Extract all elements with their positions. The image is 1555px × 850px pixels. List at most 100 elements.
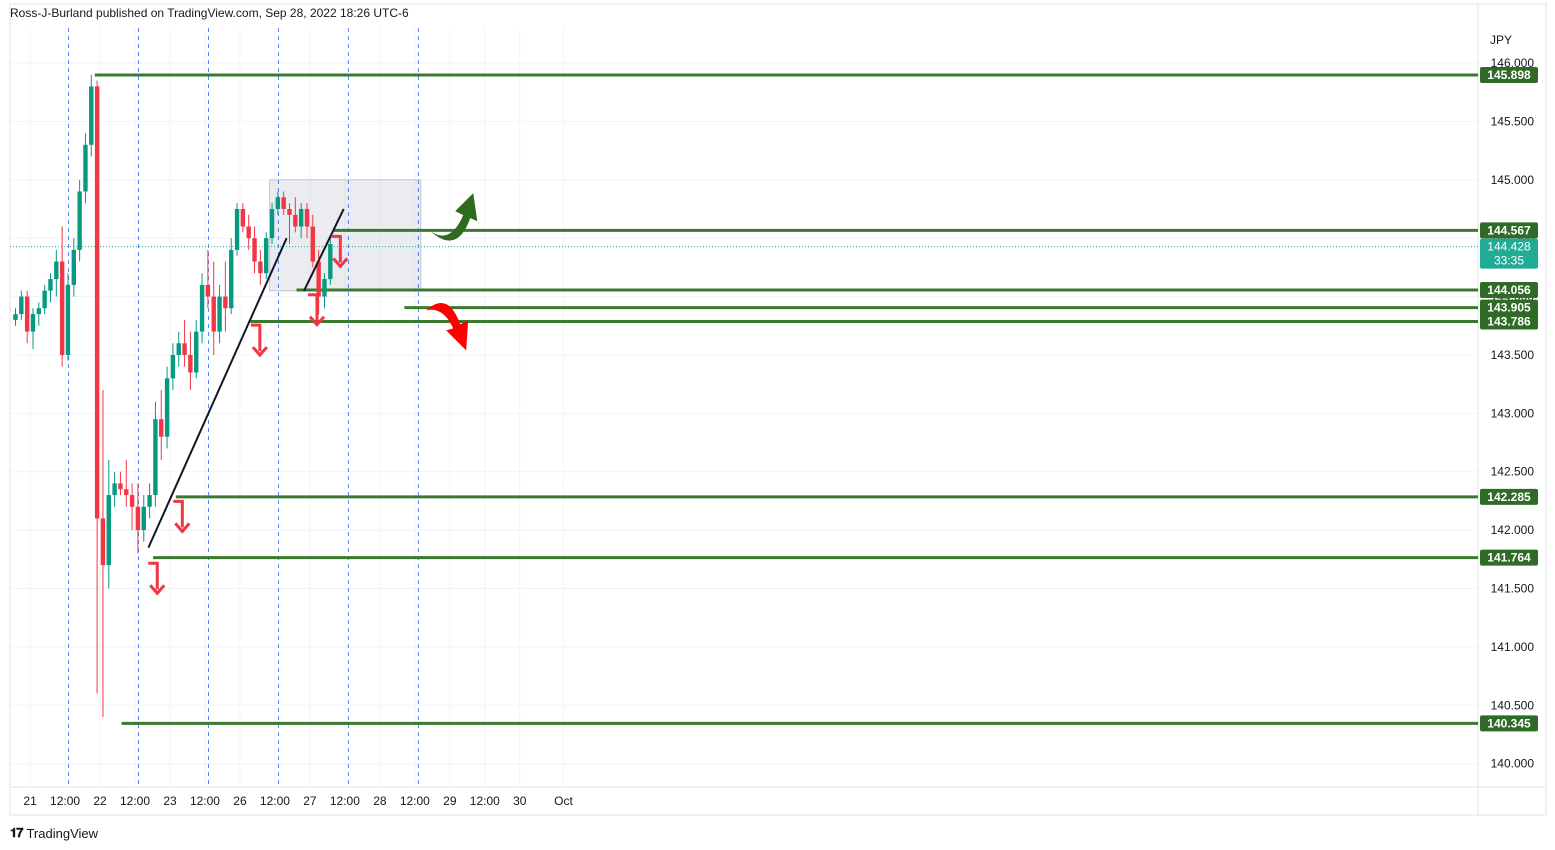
time-tick-label: 29 bbox=[443, 794, 457, 808]
candle-body bbox=[48, 279, 53, 291]
break-arrow-shaft bbox=[250, 323, 262, 352]
candle-body bbox=[246, 226, 251, 239]
candle-body bbox=[19, 296, 24, 315]
break-arrow-head bbox=[174, 522, 191, 534]
session-lines-layer bbox=[68, 28, 419, 787]
time-tick-label: 22 bbox=[93, 794, 107, 808]
candle-body bbox=[234, 208, 240, 250]
candle-body bbox=[118, 483, 123, 490]
time-tick-label: 12:00 bbox=[120, 794, 150, 808]
level-label: 143.786 bbox=[1487, 315, 1531, 329]
level-label: 145.898 bbox=[1487, 68, 1531, 82]
candle-body bbox=[83, 144, 88, 192]
candle-body bbox=[54, 261, 59, 280]
candle-body bbox=[13, 314, 18, 320]
break-arrow-head bbox=[251, 346, 268, 358]
candle-body bbox=[252, 238, 257, 262]
levels-layer bbox=[10, 73, 1478, 725]
break-down-arrow-icon bbox=[173, 499, 191, 534]
candle-body bbox=[240, 208, 246, 227]
candle-body bbox=[89, 86, 94, 145]
time-tick-label: 27 bbox=[303, 794, 317, 808]
range-box-layer bbox=[269, 179, 422, 292]
candle-body bbox=[170, 354, 176, 379]
candle-body bbox=[30, 314, 36, 332]
candle-body bbox=[304, 208, 310, 227]
level-label-badge bbox=[1480, 282, 1538, 299]
time-tick-label: 21 bbox=[23, 794, 37, 808]
candle-body bbox=[328, 244, 333, 280]
candle-body bbox=[106, 495, 111, 566]
time-tick-label: 12:00 bbox=[50, 794, 80, 808]
publisher-header: Ross-J-Burland published on TradingView.… bbox=[10, 6, 409, 20]
price-tick-label: 140.500 bbox=[1491, 698, 1535, 712]
price-tick-label: 141.000 bbox=[1491, 640, 1535, 654]
curved-arrow-up-icon bbox=[430, 193, 478, 241]
time-tick-label: 30 bbox=[513, 794, 527, 808]
candle-body bbox=[293, 214, 298, 227]
candle-body bbox=[147, 495, 152, 507]
trendlines-layer bbox=[147, 208, 345, 549]
break-arrow-shaft bbox=[173, 499, 184, 528]
level-label: 143.905 bbox=[1487, 301, 1531, 315]
time-tick-label: 12:00 bbox=[470, 794, 500, 808]
price-tick-label: 141.500 bbox=[1491, 581, 1535, 595]
price-tick-label: 146.000 bbox=[1491, 56, 1535, 70]
trendline bbox=[147, 237, 288, 549]
candle-body bbox=[153, 419, 158, 496]
level-label-badge bbox=[1480, 488, 1538, 505]
candle-body bbox=[59, 261, 65, 355]
candle-body bbox=[188, 354, 193, 373]
candle-body bbox=[275, 197, 281, 209]
level-label: 142.285 bbox=[1487, 490, 1531, 504]
candle-body bbox=[298, 208, 304, 227]
candle-body bbox=[258, 261, 263, 274]
break-arrow-head bbox=[149, 584, 166, 596]
curved-arrow-down-icon bbox=[426, 303, 469, 351]
price-tick-label: 142.000 bbox=[1491, 523, 1535, 537]
price-tick-label: 142.500 bbox=[1491, 465, 1535, 479]
level-label: 140.345 bbox=[1487, 716, 1531, 730]
level-label-badge bbox=[1480, 549, 1538, 566]
candle-body bbox=[141, 506, 146, 531]
candle-body bbox=[310, 226, 316, 262]
grid-layer bbox=[9, 3, 1547, 816]
candle-body bbox=[316, 261, 321, 297]
footer: 𝟏𝟕 TradingView bbox=[10, 825, 98, 841]
price-tick-label: 145.500 bbox=[1491, 114, 1535, 128]
candle-body bbox=[322, 279, 327, 297]
current-price-label: 144.428 bbox=[1487, 240, 1531, 254]
candle-body bbox=[135, 506, 141, 531]
candle-body bbox=[24, 296, 30, 332]
candle-body bbox=[176, 343, 181, 355]
candle-body bbox=[164, 378, 170, 437]
candle-countdown-label: 33:35 bbox=[1494, 254, 1524, 268]
candle-body bbox=[287, 208, 292, 215]
level-label-badge bbox=[1480, 715, 1538, 732]
arrow-down-shape bbox=[426, 303, 469, 351]
price-tick-label: 145.000 bbox=[1491, 173, 1535, 187]
level-label-badge bbox=[1480, 66, 1538, 83]
scenario-arrows-layer bbox=[426, 193, 478, 351]
candle-body bbox=[194, 331, 199, 373]
candle-body bbox=[159, 419, 164, 437]
current-price-badge bbox=[1480, 238, 1538, 269]
level-label-badge bbox=[1480, 313, 1538, 330]
candle-body bbox=[211, 296, 216, 332]
break-down-arrow-icon bbox=[331, 234, 349, 269]
candle-body bbox=[269, 208, 275, 239]
candle-body bbox=[94, 86, 100, 519]
time-tick-label: 28 bbox=[373, 794, 387, 808]
candle-body bbox=[100, 518, 106, 566]
time-tick-label: 26 bbox=[233, 794, 247, 808]
candle-body bbox=[223, 296, 228, 309]
candle-body bbox=[124, 489, 129, 496]
candle-body bbox=[229, 249, 234, 309]
candle-body bbox=[182, 343, 187, 355]
time-tick-label: 23 bbox=[163, 794, 177, 808]
candle-body bbox=[36, 308, 42, 315]
candle-body bbox=[65, 284, 71, 355]
candle-body bbox=[217, 296, 222, 332]
arrow-up-shape bbox=[430, 193, 478, 241]
